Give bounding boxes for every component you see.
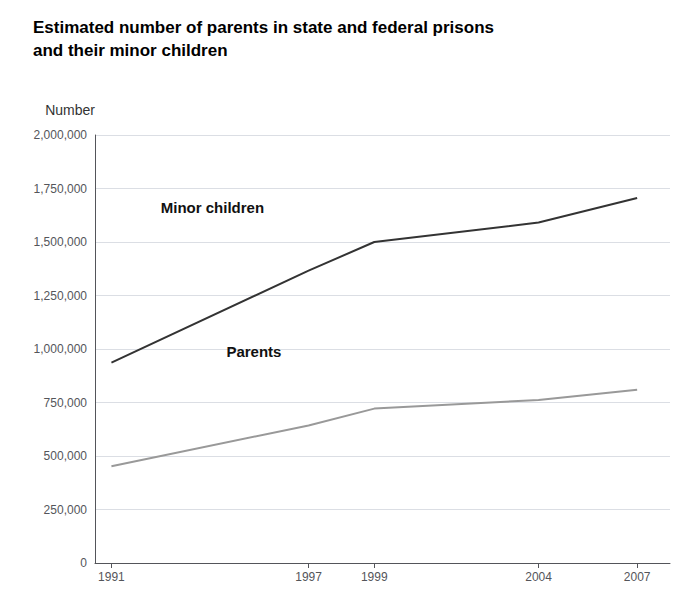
svg-text:and their minor children: and their minor children: [33, 41, 228, 60]
svg-text:1991: 1991: [98, 570, 125, 584]
svg-text:1,000,000: 1,000,000: [34, 342, 88, 356]
svg-text:0: 0: [80, 556, 87, 570]
svg-text:2007: 2007: [624, 570, 651, 584]
svg-text:Parents: Parents: [226, 343, 281, 360]
svg-text:750,000: 750,000: [44, 396, 88, 410]
svg-text:Number: Number: [45, 102, 95, 118]
svg-text:1,500,000: 1,500,000: [34, 235, 88, 249]
svg-text:250,000: 250,000: [44, 503, 88, 517]
svg-text:1999: 1999: [361, 570, 388, 584]
svg-text:500,000: 500,000: [44, 449, 88, 463]
svg-text:2004: 2004: [525, 570, 552, 584]
svg-text:1,750,000: 1,750,000: [34, 182, 88, 196]
svg-text:2,000,000: 2,000,000: [34, 128, 88, 142]
svg-text:Estimated number of parents in: Estimated number of parents in state and…: [33, 18, 494, 37]
svg-text:Minor children: Minor children: [161, 199, 264, 216]
svg-text:1,250,000: 1,250,000: [34, 289, 88, 303]
svg-text:1997: 1997: [295, 570, 322, 584]
